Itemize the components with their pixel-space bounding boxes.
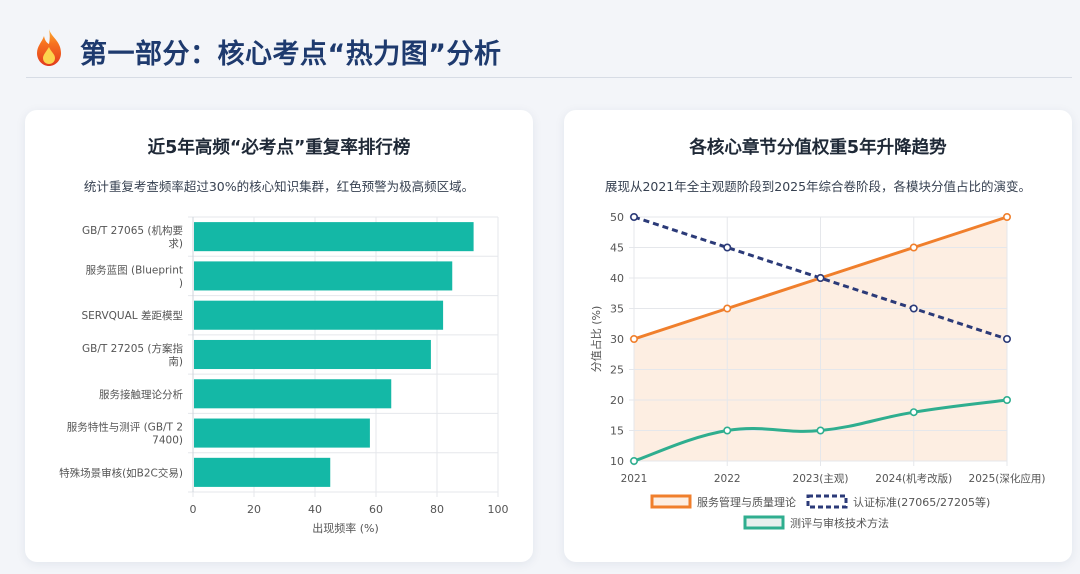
series-point-1 — [909, 304, 918, 313]
category-label: SERVQUAL 差距模型 — [81, 309, 183, 322]
legend-swatch-1 — [806, 494, 848, 509]
y-tick-label: 45 — [610, 242, 624, 255]
series-point-0 — [1002, 213, 1011, 222]
category-label: GB/T 27205 (方案指 — [82, 342, 183, 355]
y-tick-label: 40 — [610, 272, 624, 285]
bar — [194, 379, 392, 409]
legend-swatch-0 — [650, 494, 692, 509]
x-tick-label: 2022 — [714, 473, 741, 485]
page-header: 第一部分：核心考点“热力图”分析 — [26, 26, 1072, 78]
series-point-2 — [816, 426, 825, 435]
x-tick-label: 2024(机考改版) — [875, 472, 952, 485]
bar — [194, 418, 370, 448]
legend-label-2: 测评与审核技术方法 — [790, 516, 889, 530]
x-tick-label: 0 — [190, 503, 197, 516]
legend-label-0: 服务管理与质量理论 — [697, 495, 796, 509]
y-tick-label: 30 — [610, 333, 624, 346]
series-point-0 — [909, 243, 918, 252]
bar — [194, 339, 431, 370]
weight-trend-card: 各核心章节分值权重5年升降趋势 展现从2021年全主观题阶段到2025年综合卷阶… — [564, 110, 1072, 562]
x-axis-title: 出现频率 (%) — [312, 521, 379, 535]
category-label: GB/T 27065 (机构要 — [82, 224, 183, 237]
x-tick-label: 60 — [369, 503, 383, 516]
frequency-ranking-card: 近5年高频“必考点”重复率排行榜 统计重复考查频率超过30%的核心知识集群，红色… — [25, 110, 533, 562]
y-axis-title: 分值占比 (%) — [589, 306, 603, 373]
frequency-chart-subtitle: 统计重复考查频率超过30%的核心知识集群，红色预警为极高频区域。 — [83, 179, 475, 194]
series-point-2 — [630, 456, 639, 465]
category-label: 特殊场景审核(如B2C交易) — [59, 466, 183, 479]
y-tick-label: 10 — [610, 455, 624, 468]
y-tick-label: 50 — [610, 211, 624, 224]
page-title: 第一部分：核心考点“热力图”分析 — [80, 39, 502, 70]
bar — [194, 457, 331, 487]
x-tick-label: 20 — [247, 503, 261, 516]
x-tick-label: 2023(主观) — [793, 473, 849, 485]
category-label: ) — [179, 277, 183, 289]
x-tick-label: 40 — [308, 503, 322, 516]
y-tick-label: 20 — [610, 394, 624, 407]
series-point-1 — [1002, 335, 1011, 344]
series-point-2 — [909, 408, 918, 417]
category-label: 南) — [168, 355, 183, 368]
series-point-1 — [630, 213, 639, 222]
series-point-0 — [723, 304, 732, 313]
trend-chart-subtitle: 展现从2021年全主观题阶段到2025年综合卷阶段，各模块分值占比的演变。 — [604, 179, 1032, 194]
bar — [194, 261, 453, 291]
series-point-1 — [816, 274, 825, 283]
x-tick-label: 100 — [488, 503, 509, 516]
series-point-2 — [723, 426, 732, 435]
category-label: 服务接触理论分析 — [99, 388, 183, 401]
series-point-1 — [723, 243, 732, 252]
legend-swatch-2 — [743, 515, 785, 530]
y-tick-label: 35 — [610, 303, 624, 316]
category-label: 服务蓝图 (Blueprint — [86, 263, 183, 276]
y-tick-label: 25 — [610, 364, 624, 377]
series-point-0 — [630, 335, 639, 344]
category-label: 7400) — [152, 435, 183, 447]
x-tick-label: 2021 — [621, 473, 648, 485]
trend-chart-title: 各核心章节分值权重5年升降趋势 — [689, 138, 947, 158]
weight-trend-line-chart: 10 15 20 25 30 35 40 45 50 2021 2022 2023(主观) 2024(机… — [589, 211, 1046, 530]
legend-label-1: 认证标准(27065/27205等) — [853, 495, 990, 509]
fire-icon — [37, 29, 61, 66]
category-label: 求) — [168, 238, 183, 250]
bar — [194, 222, 474, 252]
series-point-2 — [1002, 395, 1011, 404]
x-tick-label: 2025(深化应用) — [969, 472, 1046, 485]
frequency-chart-title: 近5年高频“必考点”重复率排行榜 — [147, 138, 411, 158]
bar — [194, 300, 444, 330]
series-line-1 — [633, 215, 1008, 341]
y-tick-label: 15 — [610, 425, 624, 438]
category-label: 服务特性与测评 (GB/T 2 — [67, 421, 183, 434]
x-tick-label: 80 — [430, 503, 444, 516]
